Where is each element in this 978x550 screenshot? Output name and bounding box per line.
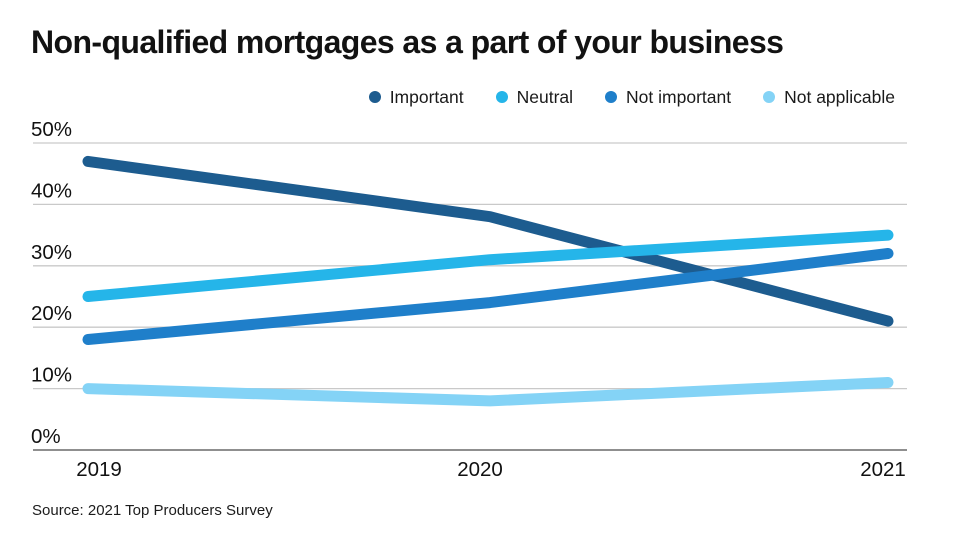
legend-item-important: Important — [368, 86, 464, 108]
x-tick-label: 2019 — [76, 458, 122, 481]
y-tick-label: 40% — [31, 179, 72, 202]
y-tick-label: 50% — [31, 118, 72, 141]
legend-dot-icon — [495, 91, 508, 103]
y-tick-label: 30% — [31, 241, 72, 264]
source-note: Source: 2021 Top Producers Survey — [32, 502, 273, 519]
series-line-neutral — [82, 229, 894, 302]
legend-item-not-applicable: Not applicable — [763, 87, 895, 108]
series-line-important — [82, 155, 894, 327]
legend-item-not-important: Not important — [605, 87, 731, 108]
y-tick-label: 0% — [31, 425, 61, 448]
series-line-not-important — [82, 248, 894, 345]
legend-label: Not important — [626, 86, 732, 107]
x-tick-label: 2020 — [457, 458, 503, 481]
y-tick-label: 20% — [31, 302, 72, 325]
legend-dot-icon — [368, 91, 381, 103]
legend-dot-icon — [605, 91, 618, 103]
x-tick-label: 2021 — [860, 458, 906, 481]
series-line-not-applicable — [82, 377, 894, 407]
legend-label: Not applicable — [784, 86, 895, 107]
legend-dot-icon — [763, 91, 776, 103]
legend-item-neutral: Neutral — [495, 86, 574, 108]
legend-label: Important — [389, 86, 464, 107]
y-tick-label: 10% — [31, 364, 72, 387]
legend: Important Neutral Not important Not applica… — [368, 86, 895, 108]
chart-title: Non-qualified mortgages as a part of you… — [31, 24, 784, 60]
legend-label: Neutral — [516, 86, 574, 107]
